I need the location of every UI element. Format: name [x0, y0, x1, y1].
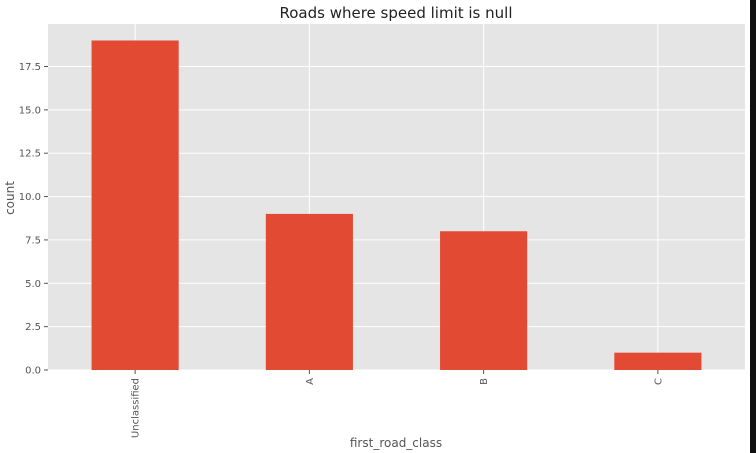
bar-a — [265, 213, 353, 370]
y-tick-label: 17.5 — [19, 62, 41, 73]
y-tick-labels: 0.0 2.5 5.0 7.5 10.0 12.5 15.0 17.5 — [19, 62, 48, 377]
bars — [91, 40, 702, 370]
x-tick-label: Unclassified — [131, 378, 142, 438]
x-axis-label: first_road_class — [350, 436, 442, 450]
x-tick-label: A — [305, 378, 316, 385]
y-tick-label: 5.0 — [25, 279, 41, 290]
bar-b — [440, 231, 528, 370]
x-tick-label: C — [653, 378, 664, 385]
y-tick-label: 15.0 — [19, 105, 41, 116]
y-axis-label: count — [3, 181, 17, 215]
y-tick-label: 7.5 — [25, 235, 41, 246]
chart-title: Roads where speed limit is null — [279, 4, 512, 22]
window-edge — [750, 0, 756, 453]
y-tick-label: 0.0 — [25, 366, 41, 377]
y-tick-label: 12.5 — [19, 149, 41, 160]
x-tick-label: B — [479, 378, 490, 385]
bar-unclassified — [91, 40, 179, 370]
y-tick-label: 10.0 — [19, 192, 41, 203]
bar-c — [614, 352, 702, 370]
x-tick-labels: Unclassified A B C — [131, 370, 664, 438]
y-tick-label: 2.5 — [25, 322, 41, 333]
